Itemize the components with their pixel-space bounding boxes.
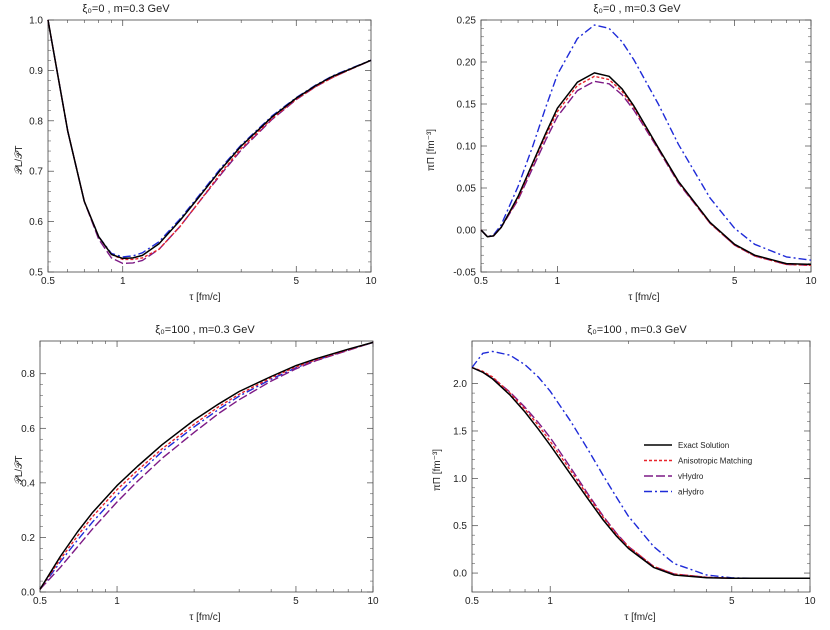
series-exact-solution [480,72,812,266]
legend-label: aHydro [678,488,704,497]
plot-frame [47,19,372,273]
y-tick-label: 1.0 [29,16,43,27]
panel-top-right: ξ₀=0 , m=0.3 GeV τ [fm/c] πΠ [fm⁻³] 0.5 1… [426,3,817,303]
y-tick-label: 0.5 [453,521,467,532]
legend-label: vHydro [678,472,704,481]
y-tick-label: 1.0 [453,474,467,485]
x-tick-label: 10 [365,276,377,287]
y-axis-label: πΠ [fm⁻³] [426,129,437,171]
panel-top-left: ξ₀=0 , m=0.3 GeV τ [fm/c] 𝒫L/𝒫T 0.5 1 5 10 0… [14,3,377,303]
legend: Exact Solution Anisotropic Matching vHydro… [644,441,752,497]
y-tick-label: 0.20 [457,58,477,69]
panel-title: ξ₀=0 , m=0.3 GeV [82,3,170,15]
y-tick-label: 0.25 [457,16,477,27]
series-exact-solution [39,341,374,590]
series-exact-solution [471,366,810,580]
series-exact-solution [47,19,372,260]
y-tick-label: 0.9 [29,66,43,77]
y-tick-label: 0.15 [457,100,477,111]
x-tick-label: 10 [804,596,816,607]
x-tick-label: 0.5 [41,276,55,287]
panel-title: ξ₀=100 , m=0.3 GeV [155,324,255,336]
y-tick-label: 0.6 [29,217,43,228]
series-vhydro [47,19,372,265]
series-ahydro [47,19,372,258]
y-tick-label: 0.7 [29,167,43,178]
y-tick-label: 0.05 [457,184,477,195]
y-tick-label: 0.0 [21,588,35,599]
series-anisotropic-matching [39,341,374,590]
y-tick-label: 0.0 [453,569,467,580]
legend-label: Exact Solution [678,441,729,450]
y-tick-label: 0.00 [457,226,477,237]
y-tick-label: 2.0 [453,379,467,390]
x-tick-label: 10 [805,276,817,287]
series-ahydro [480,24,812,261]
y-tick-label: 0.2 [21,533,35,544]
y-tick-label: 0.5 [29,268,43,279]
x-tick-label: 0.5 [33,596,47,607]
y-tick-label: 0.8 [29,116,43,127]
series-anisotropic-matching [480,75,812,266]
x-tick-label: 5 [729,596,735,607]
x-tick-label: 1 [120,276,126,287]
x-tick-label: 0.5 [465,596,479,607]
y-axis-label: πΠ [fm⁻³] [432,449,443,491]
plot-frame [39,340,374,593]
plot-frame [471,340,811,593]
x-axis-label: τ [fm/c] [628,292,659,303]
x-axis-label: τ [fm/c] [624,612,655,623]
x-tick-label: 5 [732,276,738,287]
x-tick-label: 0.5 [474,276,488,287]
panel-title: ξ₀=100 , m=0.3 GeV [587,324,687,336]
x-tick-label: 5 [293,276,299,287]
series-ahydro [39,341,374,590]
y-tick-label: 0.6 [21,424,35,435]
y-tick-label: -0.05 [453,268,476,279]
series-vhydro [480,80,812,266]
x-tick-label: 1 [555,276,561,287]
x-tick-label: 5 [293,596,299,607]
x-axis-label: τ [fm/c] [189,292,220,303]
series-vhydro [471,366,810,579]
panel-bottom-right: ξ₀=100 , m=0.3 GeV τ [fm/c] πΠ [fm⁻³] 0.… [432,324,816,623]
y-tick-label: 1.5 [453,426,467,437]
x-tick-label: 10 [367,596,379,607]
y-tick-label: 0.4 [21,478,35,489]
x-axis-label: τ [fm/c] [189,612,220,623]
series-anisotropic-matching [47,19,372,261]
series-anisotropic-matching [471,366,810,579]
legend-label: Anisotropic Matching [678,457,752,466]
panel-bottom-left: ξ₀=100 , m=0.3 GeV τ [fm/c] 𝒫L/𝒫T 0.5 1 5 1… [14,324,379,623]
series-ahydro [471,350,810,579]
x-tick-label: 1 [547,596,553,607]
y-tick-label: 0.10 [457,142,477,153]
plot-frame [480,19,812,273]
series-vhydro [39,341,374,590]
x-tick-label: 1 [114,596,120,607]
y-axis-label: 𝒫L/𝒫T [14,146,25,175]
y-axis-label: 𝒫L/𝒫T [14,456,25,485]
y-tick-label: 0.8 [21,369,35,380]
panel-title: ξ₀=0 , m=0.3 GeV [593,3,681,15]
